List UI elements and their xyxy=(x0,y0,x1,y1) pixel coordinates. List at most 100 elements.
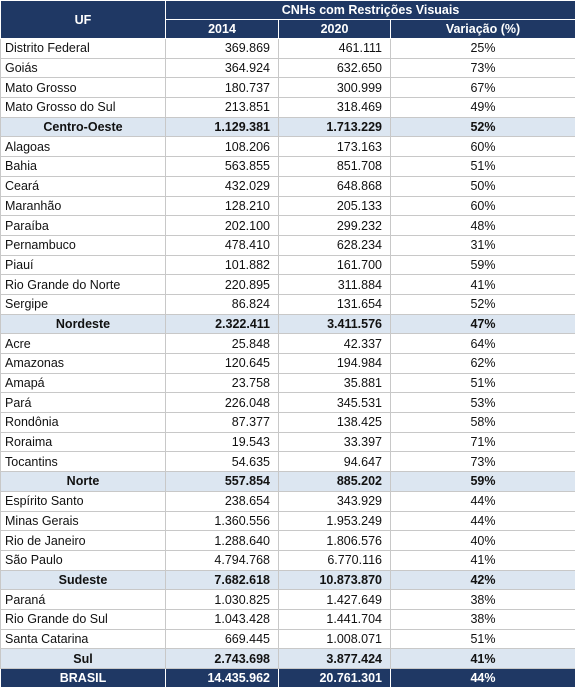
value-cell: 1.043.428 xyxy=(165,608,279,630)
value-cell: 44% xyxy=(389,668,575,687)
header-col: 2020 xyxy=(278,19,391,39)
value-cell: 238.654 xyxy=(165,490,279,512)
value-cell: 31% xyxy=(389,234,575,256)
value-cell: 180.737 xyxy=(165,77,279,99)
uf-cell: Piauí xyxy=(0,254,166,276)
uf-cell: Amazonas xyxy=(0,353,166,374)
st-row: Minas Gerais 1.360.556 1.953.249 44% xyxy=(0,510,575,532)
value-cell: 58% xyxy=(389,412,575,433)
value-cell: 73% xyxy=(389,57,575,79)
uf-cell: Roraima xyxy=(0,431,166,453)
uf-cell: Sergipe xyxy=(0,293,166,315)
value-cell: 120.645 xyxy=(165,353,279,374)
value-cell: 52% xyxy=(389,116,575,138)
value-cell: 194.984 xyxy=(278,353,391,374)
header-group: CNHs com Restrições Visuais xyxy=(164,0,575,20)
st-row: Piauí 101.882 161.700 59% xyxy=(0,254,575,276)
value-cell: 60% xyxy=(389,136,575,158)
uf-cell: Bahia xyxy=(0,156,166,177)
st-row: Bahia 563.855 851.708 51% xyxy=(0,156,575,177)
value-cell: 54.635 xyxy=(165,451,279,473)
value-cell: 369.869 xyxy=(165,38,279,59)
value-cell: 35.881 xyxy=(278,372,391,394)
reg-row: Sudeste 7.682.618 10.873.870 42% xyxy=(0,569,575,591)
value-cell: 3.411.576 xyxy=(278,313,391,335)
st-row: Roraima 19.543 33.397 71% xyxy=(0,431,575,453)
st-row: Goiás 364.924 632.650 73% xyxy=(0,57,575,79)
value-cell: 42% xyxy=(389,569,575,591)
value-cell: 1.360.556 xyxy=(165,510,279,532)
uf-cell: Espírito Santo xyxy=(0,490,166,512)
st-row: Ceará 432.029 648.868 50% xyxy=(0,175,575,197)
value-cell: 220.895 xyxy=(165,274,279,295)
uf-cell: Paraná xyxy=(0,589,166,610)
value-cell: 851.708 xyxy=(278,156,391,177)
value-cell: 59% xyxy=(389,471,575,492)
value-cell: 364.924 xyxy=(165,57,279,79)
value-cell: 86.824 xyxy=(165,293,279,315)
value-cell: 4.794.768 xyxy=(165,549,279,571)
value-cell: 2.743.698 xyxy=(165,648,279,669)
value-cell: 345.531 xyxy=(278,392,391,414)
value-cell: 14.435.962 xyxy=(165,668,279,687)
st-row: Rio Grande do Sul 1.043.428 1.441.704 38% xyxy=(0,608,575,630)
value-cell: 101.882 xyxy=(165,254,279,276)
st-row: Alagoas 108.206 173.163 60% xyxy=(0,136,575,158)
value-cell: 10.873.870 xyxy=(278,569,391,591)
value-cell: 1.427.649 xyxy=(278,589,391,610)
st-row: Pará 226.048 345.531 53% xyxy=(0,392,575,414)
value-cell: 563.855 xyxy=(165,156,279,177)
uf-cell: Amapá xyxy=(0,372,166,394)
value-cell: 6.770.116 xyxy=(278,549,391,571)
header-uf: UF xyxy=(0,0,166,39)
value-cell: 64% xyxy=(389,333,575,354)
st-row: Rio de Janeiro 1.288.640 1.806.576 40% xyxy=(0,530,575,551)
value-cell: 1.129.381 xyxy=(165,116,279,138)
uf-cell: Pará xyxy=(0,392,166,414)
value-cell: 648.868 xyxy=(278,175,391,197)
uf-cell: Rio de Janeiro xyxy=(0,530,166,551)
header-col: Variação (%) xyxy=(389,19,575,39)
value-cell: 33.397 xyxy=(278,431,391,453)
st-row: Mato Grosso 180.737 300.999 67% xyxy=(0,77,575,99)
value-cell: 94.647 xyxy=(278,451,391,473)
br-row: BRASIL 14.435.962 20.761.301 44% xyxy=(0,668,575,687)
value-cell: 20.761.301 xyxy=(278,668,391,687)
st-row: Amazonas 120.645 194.984 62% xyxy=(0,353,575,374)
value-cell: 205.133 xyxy=(278,195,391,217)
value-cell: 343.929 xyxy=(278,490,391,512)
value-cell: 25.848 xyxy=(165,333,279,354)
uf-cell: Alagoas xyxy=(0,136,166,158)
value-cell: 73% xyxy=(389,451,575,473)
value-cell: 161.700 xyxy=(278,254,391,276)
uf-cell: Tocantins xyxy=(0,451,166,473)
uf-cell: Norte xyxy=(0,471,166,492)
value-cell: 138.425 xyxy=(278,412,391,433)
value-cell: 25% xyxy=(389,38,575,59)
st-row: São Paulo 4.794.768 6.770.116 41% xyxy=(0,549,575,571)
value-cell: 1.713.229 xyxy=(278,116,391,138)
value-cell: 108.206 xyxy=(165,136,279,158)
value-cell: 173.163 xyxy=(278,136,391,158)
uf-cell: Ceará xyxy=(0,175,166,197)
uf-cell: Centro-Oeste xyxy=(0,116,166,138)
value-cell: 38% xyxy=(389,589,575,610)
value-cell: 49% xyxy=(389,97,575,118)
uf-cell: Nordeste xyxy=(0,313,166,335)
value-cell: 1.441.704 xyxy=(278,608,391,630)
uf-cell: Distrito Federal xyxy=(0,38,166,59)
value-cell: 41% xyxy=(389,648,575,669)
uf-cell: São Paulo xyxy=(0,549,166,571)
value-cell: 60% xyxy=(389,195,575,217)
value-cell: 19.543 xyxy=(165,431,279,453)
st-row: Rondônia 87.377 138.425 58% xyxy=(0,412,575,433)
value-cell: 38% xyxy=(389,608,575,630)
value-cell: 131.654 xyxy=(278,293,391,315)
reg-row: Centro-Oeste 1.129.381 1.713.229 52% xyxy=(0,116,575,138)
value-cell: 478.410 xyxy=(165,234,279,256)
header-col: 2014 xyxy=(165,19,279,39)
uf-cell: Santa Catarina xyxy=(0,628,166,650)
uf-cell: Acre xyxy=(0,333,166,354)
reg-row: Nordeste 2.322.411 3.411.576 47% xyxy=(0,313,575,335)
